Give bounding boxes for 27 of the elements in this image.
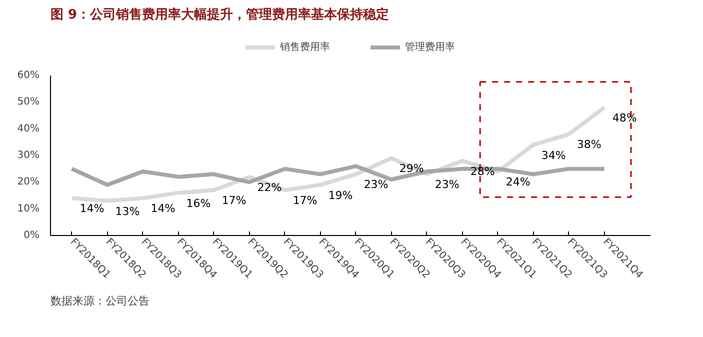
data-label: 19% — [328, 188, 353, 202]
y-tick-label: 40% — [17, 123, 40, 134]
data-label: 16% — [186, 196, 211, 210]
source-note: 数据来源：公司公告 — [50, 294, 150, 308]
y-tick-label: 10% — [17, 203, 40, 214]
data-label: 24% — [506, 176, 530, 188]
data-label: 23% — [364, 178, 388, 192]
data-label: 48% — [612, 112, 637, 124]
data-label: 38% — [576, 138, 602, 152]
data-label: 29% — [399, 162, 424, 176]
y-tick-label: 30% — [17, 150, 40, 161]
y-tick-label: 50% — [17, 96, 40, 108]
y-tick-label: 20% — [17, 176, 40, 188]
data-label: 28% — [470, 164, 495, 178]
chart-title: 图 9：公司销售费用率大幅提升，管理费用率基本保持稳定 — [50, 6, 390, 22]
data-label: 34% — [541, 148, 566, 162]
data-label: 17% — [292, 194, 318, 208]
y-tick-label: 0% — [24, 230, 40, 241]
legend-label: 销售费用率 — [280, 40, 330, 54]
legend-label: 管理费用率 — [405, 40, 455, 54]
data-label: 17% — [222, 194, 246, 208]
data-label: 14% — [80, 202, 104, 216]
data-label: 13% — [115, 204, 140, 218]
y-tick-label: 60% — [17, 70, 40, 81]
data-label: 14% — [150, 202, 176, 216]
data-label: 23% — [434, 178, 460, 192]
data-label: 22% — [257, 180, 282, 194]
